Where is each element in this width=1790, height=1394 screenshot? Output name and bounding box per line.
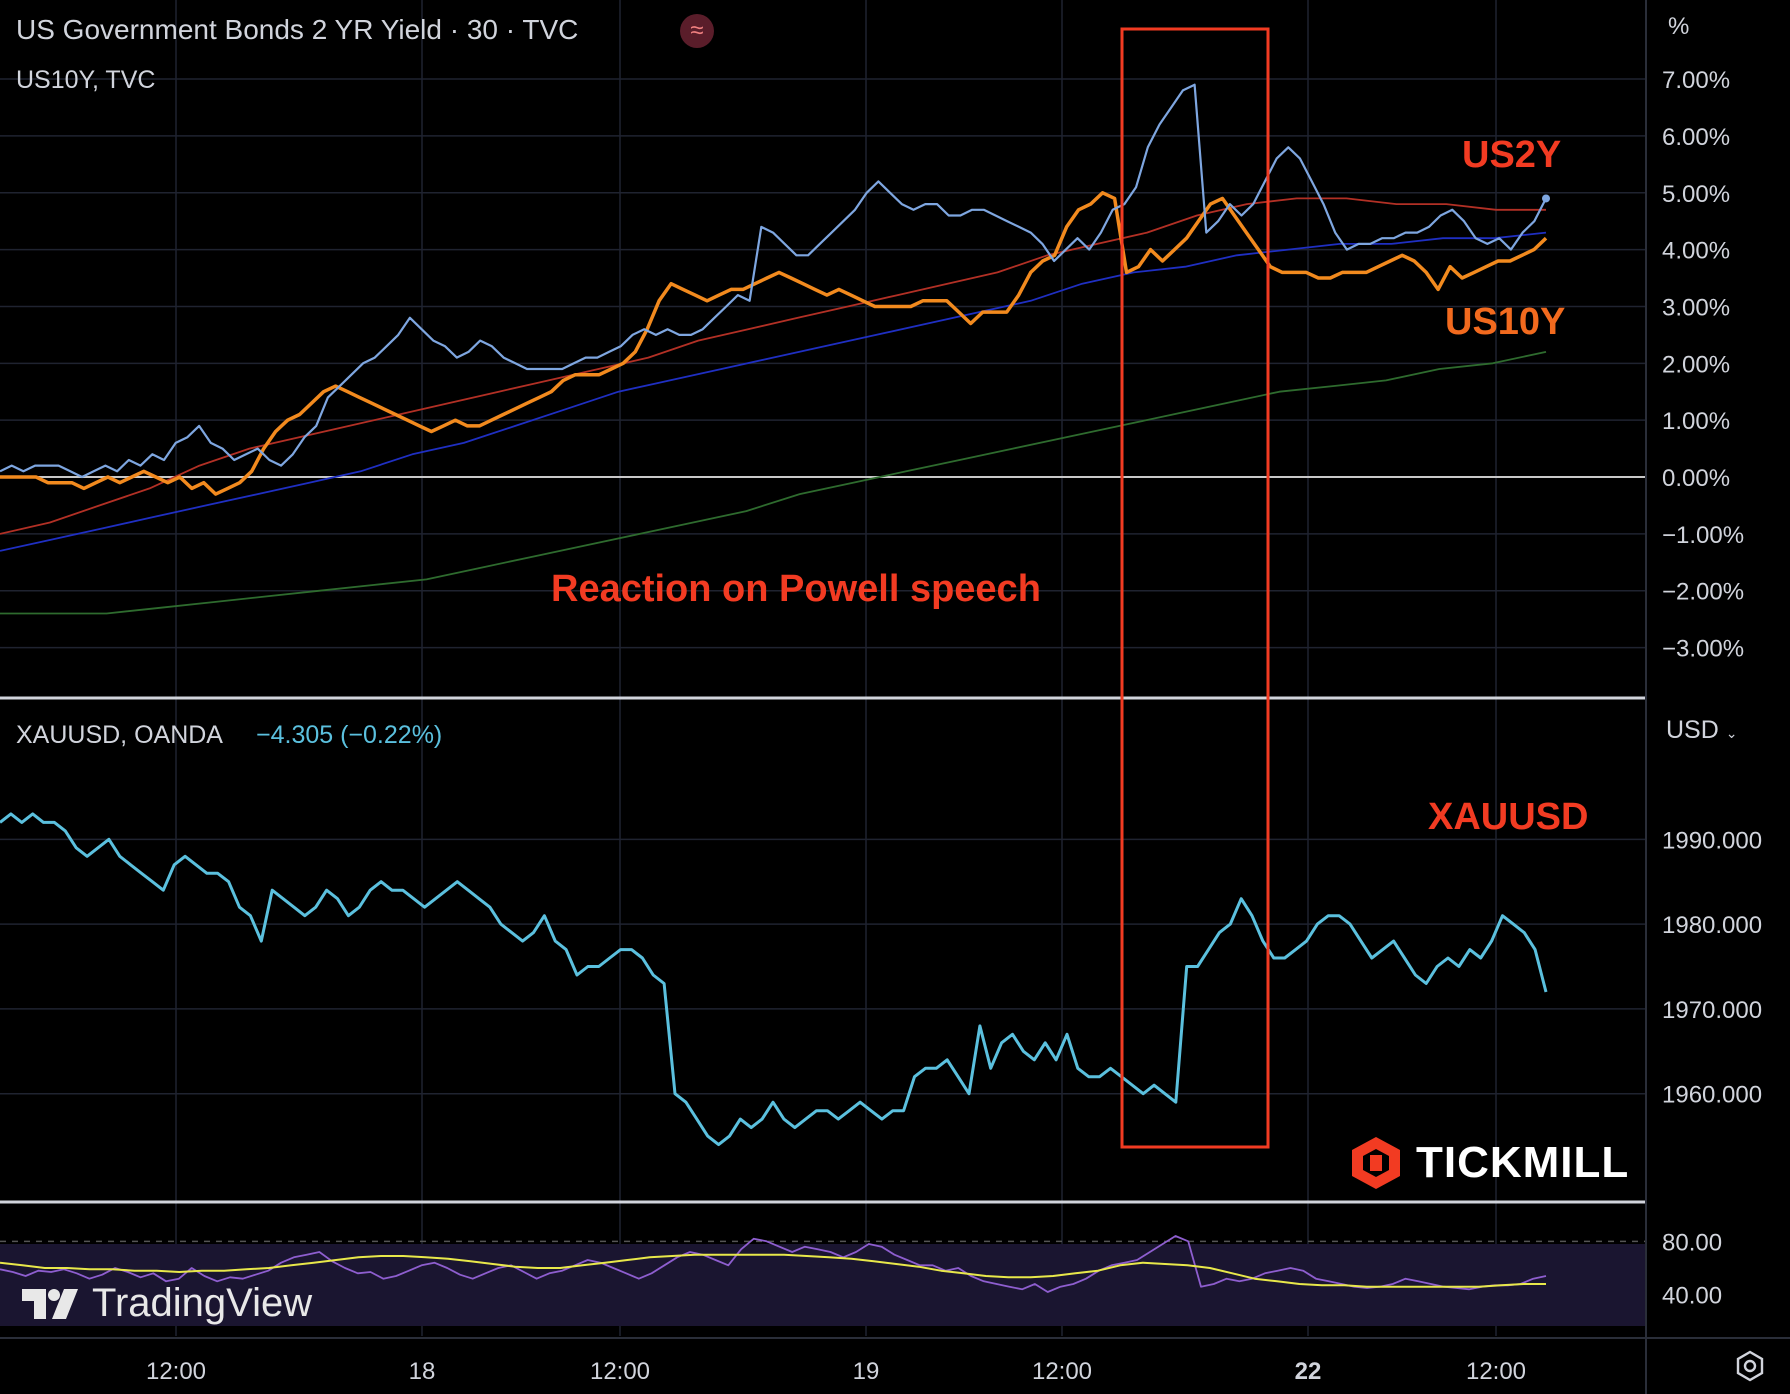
y-tick-label: 1970.000 [1662,997,1762,1024]
chart-title: US Government Bonds 2 YR Yield · 30 · TV… [16,14,579,45]
powell-highlight-box [1120,27,1270,1149]
chevron-down-icon: ⌄ [1725,725,1738,741]
gear-icon[interactable] [1734,1350,1766,1382]
gold-change: −4.305 (−0.22%) [256,721,443,749]
y-tick-label: 5.00% [1662,181,1730,208]
x-tick-label: 12:00 [146,1358,206,1385]
ma-green-line [0,351,1547,615]
y-axis-unit-label: % [1668,13,1689,40]
x-tick-label: 12:00 [1032,1358,1092,1385]
tickmill-wordmark: TICKMILL [1416,1138,1630,1187]
y-tick-label: −3.00% [1662,636,1744,663]
y-tick-label: 6.00% [1662,124,1730,151]
us2y-last-point [1542,194,1550,203]
y-tick-label: 3.00% [1662,294,1730,321]
secondary-symbol[interactable]: US10Y, TVC [16,66,156,94]
us2y-label: US2Y [1462,134,1562,176]
y-tick-label: 1960.000 [1662,1082,1762,1109]
x-tick-label: 12:00 [590,1358,650,1385]
rsi-line [0,1235,1547,1293]
ma-blue-line [0,231,1547,552]
y-tick-label: 1990.000 [1662,827,1762,854]
currency-select[interactable]: USD ⌄ [1666,716,1737,745]
ma-red-line [0,197,1546,535]
y-tick-label: 2.00% [1662,351,1730,378]
tradingview-mark-icon [20,1287,82,1321]
tickmill-logo: TICKMILL [1348,1135,1629,1191]
currency-label: USD [1666,716,1719,744]
indicator-badge[interactable]: ≈ [680,14,714,48]
y-tick-label: 4.00% [1662,238,1730,265]
xauusd-line [0,812,1548,1147]
tradingview-wordmark: TradingView [92,1281,313,1325]
y-tick-label: 1.00% [1662,408,1730,435]
y-tick-label: −1.00% [1662,522,1744,549]
y-tick-label: 7.00% [1662,67,1730,94]
y-tick-label: 1980.000 [1662,912,1762,939]
rsi-ma-line [0,1253,1546,1288]
gold-symbol[interactable]: XAUUSD, OANDA [16,721,223,749]
xauusd-label: XAUUSD [1428,796,1589,838]
series-layer [0,83,1550,1293]
y-tick-label: −2.00% [1662,579,1744,606]
us10y-line [0,191,1548,496]
us2y-line [0,83,1547,479]
tradingview-logo[interactable]: TradingView [20,1281,312,1326]
x-tick-label: 19 [853,1358,880,1385]
x-tick-label: 22 [1295,1358,1322,1385]
powell-annotation: Reaction on Powell speech [551,568,1041,610]
x-tick-label: 12:00 [1466,1358,1526,1385]
y-tick-label: 0.00% [1662,465,1730,492]
x-tick-label: 18 [409,1358,436,1385]
y-tick-label: 80.00 [1662,1229,1722,1256]
y-tick-label: 40.00 [1662,1283,1722,1310]
tickmill-mark-icon [1352,1137,1400,1189]
us10y-label: US10Y [1445,301,1566,343]
